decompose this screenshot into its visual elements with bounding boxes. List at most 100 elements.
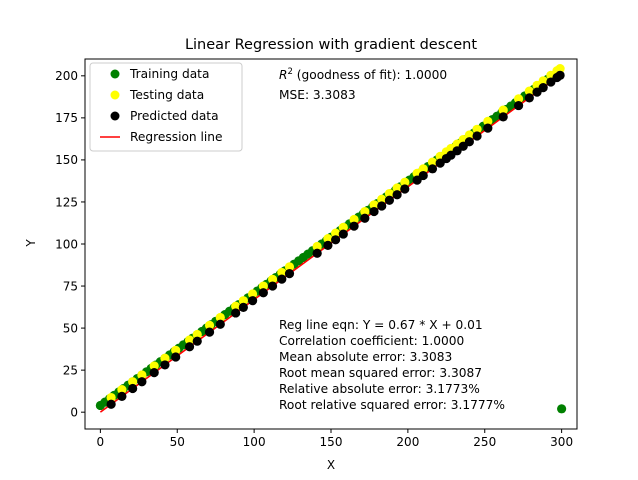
testing-point: [483, 116, 493, 126]
predicted-point: [513, 100, 524, 111]
stats-line-rae: Relative absolute error: 3.1773%: [279, 382, 480, 396]
legend-label-testing: Testing data: [129, 88, 204, 102]
plot-marks: [95, 63, 567, 414]
predicted-point: [231, 308, 241, 318]
predicted-point: [238, 302, 248, 313]
predicted-point: [204, 327, 215, 337]
testing-point: [137, 370, 147, 380]
y-tick-label: 0: [70, 405, 78, 419]
predicted-point: [498, 112, 508, 122]
axis-ticks: 0 50 100 150 200 250 300 0 25 50 75 100 125 150 175 200: [55, 69, 573, 449]
testing-point: [349, 214, 359, 225]
legend-label-training: Training data: [129, 67, 209, 81]
testing-point: [384, 188, 395, 199]
x-tick-label: 200: [396, 435, 419, 449]
predicted-point: [267, 281, 278, 291]
testing-point: [392, 183, 402, 193]
testing-point: [360, 206, 370, 217]
x-axis-label: X: [327, 458, 335, 472]
testing-point: [555, 63, 565, 74]
testing-point: [258, 281, 268, 291]
testing-point: [277, 267, 287, 278]
stats-block: Reg line eqn: Y = 0.67 * X + 0.01 Correl…: [279, 318, 505, 412]
y-tick-label: 125: [55, 195, 78, 209]
testing-point: [149, 361, 159, 371]
predicted-point: [427, 164, 438, 174]
predicted-point: [284, 269, 295, 279]
predicted-point: [538, 82, 548, 93]
predicted-point: [277, 274, 287, 284]
y-tick-label: 75: [63, 279, 78, 293]
x-tick-label: 150: [320, 435, 343, 449]
testing-point: [184, 335, 195, 345]
stats-line-mae: Mean absolute error: 3.3083: [279, 350, 452, 364]
y-tick-label: 25: [63, 363, 78, 377]
predicted-point: [418, 170, 428, 181]
predicted-point: [472, 131, 482, 141]
r2-suffix: (goodness of fit): 1.0000: [293, 68, 447, 82]
predicted-point: [312, 248, 322, 258]
testing-point: [128, 377, 138, 387]
x-tick-label: 100: [243, 435, 266, 449]
stats-line-correlation: Correlation coefficient: 1.0000: [279, 334, 464, 348]
testing-point: [215, 312, 225, 323]
legend-label-regression: Regression line: [130, 130, 223, 144]
x-tick-label: 0: [97, 435, 105, 449]
testing-point: [323, 234, 333, 244]
x-tick-label: 50: [170, 435, 185, 449]
predicted-point: [483, 123, 493, 133]
predicted-point: [117, 391, 127, 401]
stats-line-rrse: Root relative squared error: 3.1777%: [279, 398, 505, 412]
r2-annotation: R2 (goodness of fit): 1.0000: [279, 67, 447, 82]
predicted-point: [360, 213, 370, 223]
testing-point: [369, 200, 379, 210]
predicted-point: [258, 288, 268, 298]
testing-point: [472, 124, 482, 134]
predicted-point: [149, 368, 159, 378]
plot-frame: [84, 58, 578, 430]
predicted-point: [377, 201, 387, 211]
testing-point: [192, 329, 202, 340]
predicted-point: [215, 319, 225, 329]
testing-point: [247, 289, 258, 299]
predicted-point: [247, 296, 258, 306]
predicted-point: [524, 93, 534, 103]
testing-point: [267, 274, 278, 284]
testing-point: [498, 105, 508, 115]
testing-point: [331, 228, 341, 238]
predicted-point: [137, 377, 147, 387]
testing-point: [238, 296, 248, 306]
legend-marker-training: [110, 69, 120, 79]
mse-annotation: MSE: 3.3083: [279, 88, 356, 102]
predicted-point: [369, 206, 379, 217]
predicted-point: [184, 342, 195, 352]
predicted-point: [392, 190, 402, 200]
legend-label-predicted: Predicted data: [130, 109, 219, 123]
testing-point: [231, 301, 241, 311]
testing-point: [427, 157, 438, 167]
y-tick-label: 50: [63, 321, 78, 335]
testing-point: [204, 320, 215, 330]
testing-point: [106, 392, 116, 403]
r2-superscript: 2: [287, 67, 292, 77]
legend-marker-predicted: [110, 111, 120, 121]
testing-point: [338, 222, 348, 232]
testing-point: [513, 94, 524, 104]
x-tick-label: 250: [473, 435, 496, 449]
training-point: [557, 404, 567, 414]
predicted-point: [555, 70, 565, 80]
predicted-point: [160, 360, 170, 370]
predicted-point: [331, 235, 341, 245]
testing-point: [524, 86, 534, 96]
testing-point: [418, 164, 428, 174]
y-tick-label: 100: [55, 237, 78, 251]
predicted-point: [400, 184, 410, 194]
chart-title: Linear Regression with gradient descent: [185, 37, 477, 53]
testing-point: [284, 262, 295, 272]
legend-box: [89, 62, 243, 152]
predicted-point: [171, 352, 181, 362]
predicted-point: [192, 336, 202, 346]
testing-point: [400, 177, 410, 187]
